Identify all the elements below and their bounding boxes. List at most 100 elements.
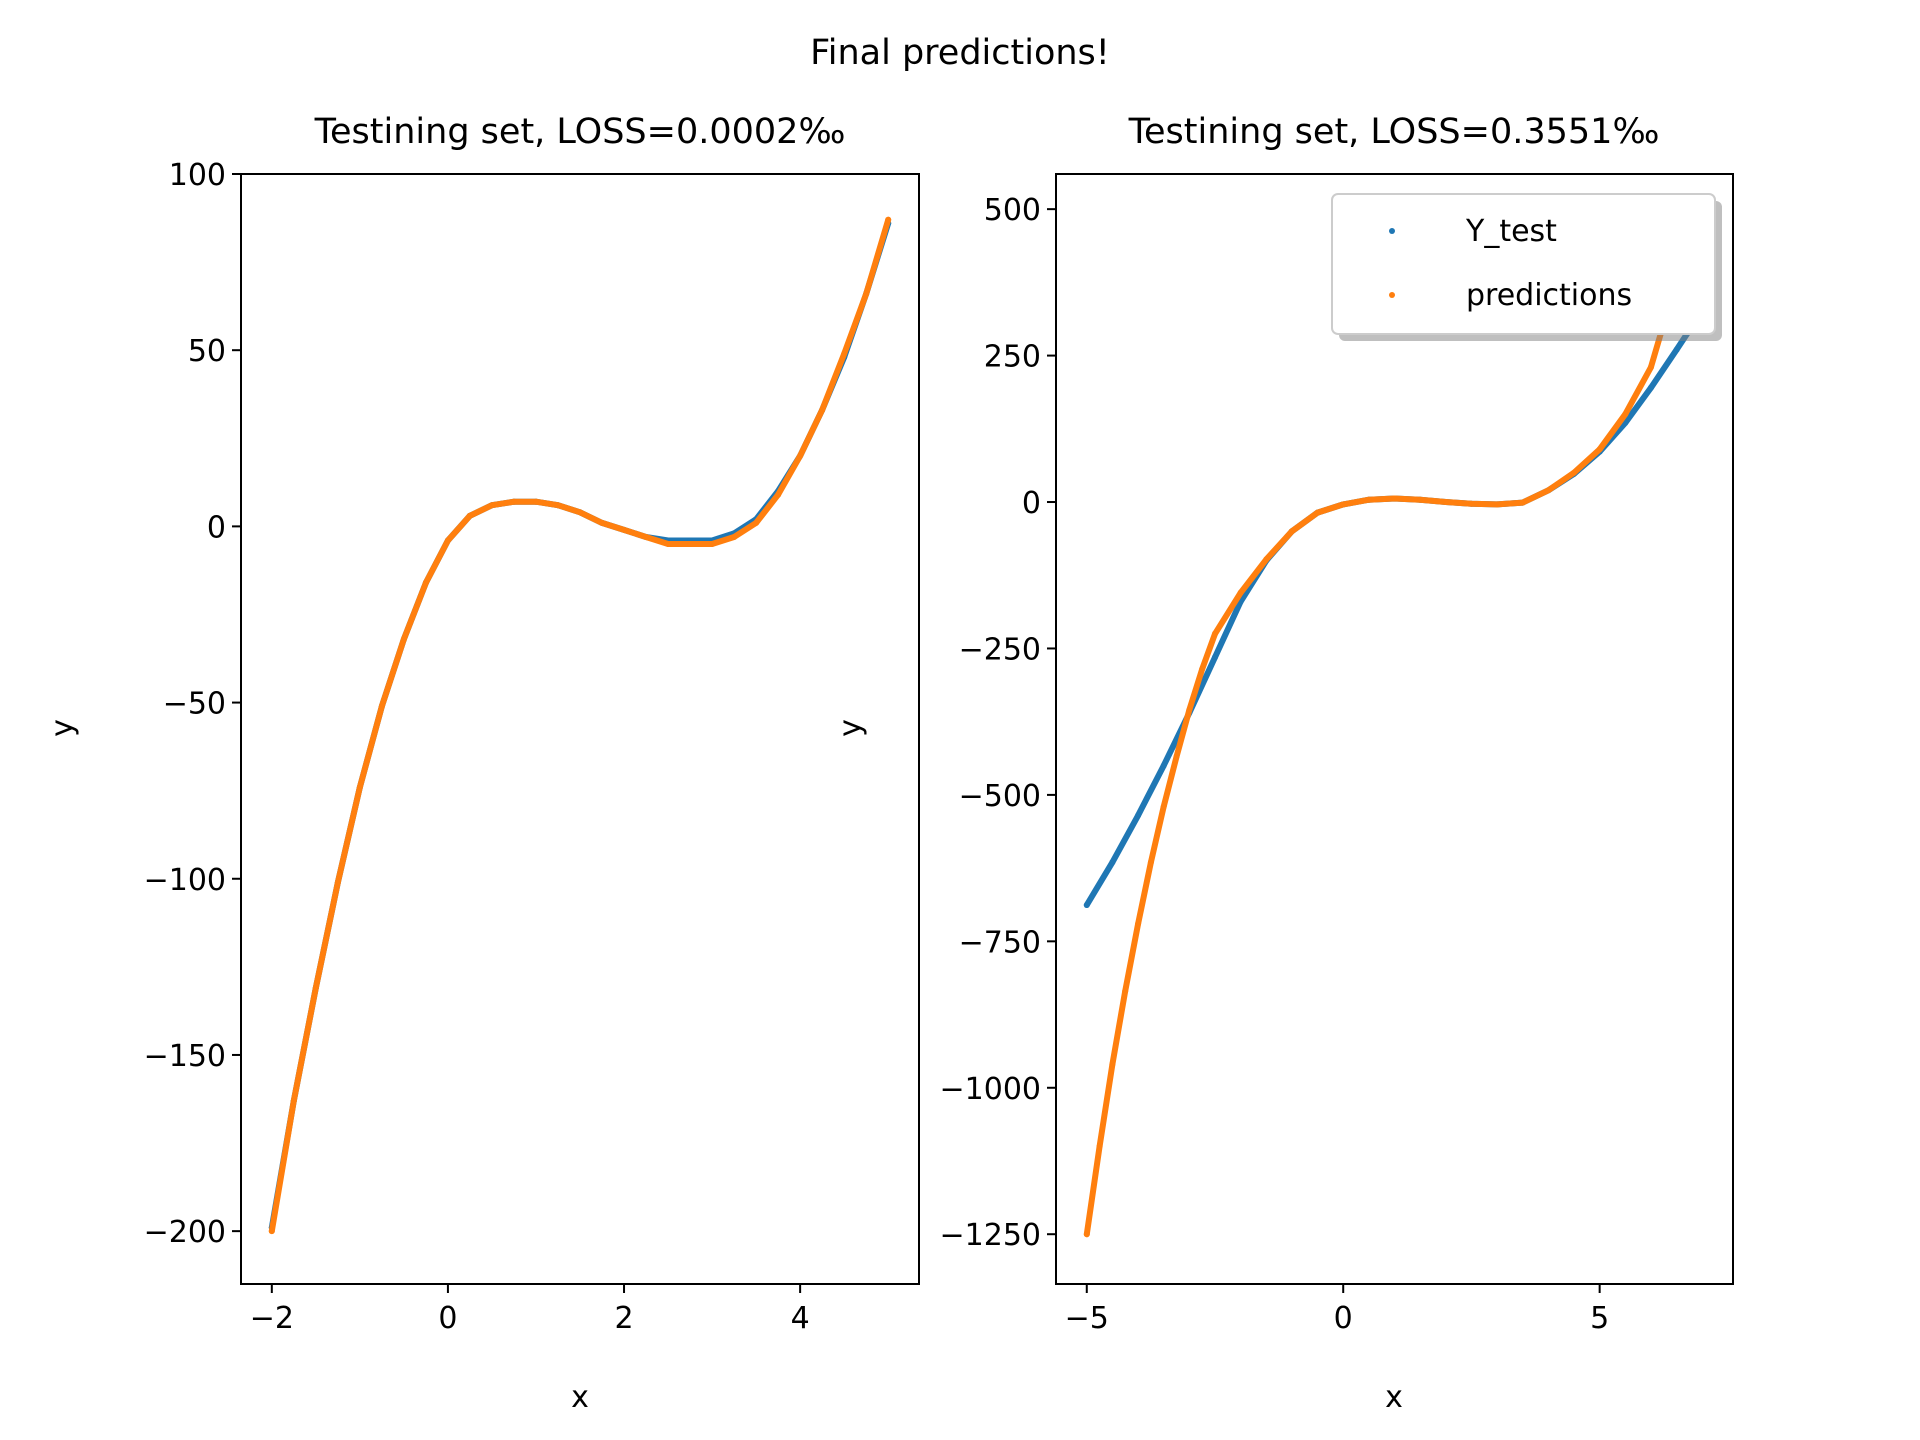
- series-1-point: [797, 452, 804, 459]
- series-1-point: [1096, 1143, 1103, 1150]
- y-tick-label: 0: [207, 510, 226, 545]
- series-1-point: [466, 512, 473, 519]
- series-1-point: [1365, 496, 1372, 503]
- y-tick-label: −100: [144, 863, 226, 898]
- right-subplot-frame: [1055, 173, 1734, 1285]
- left-subplot-ticks: −2 0 2 4 100 50 0 −50 −100 −150 −200: [144, 158, 810, 1336]
- series-1-point: [621, 526, 627, 533]
- series-1-point: [687, 541, 694, 547]
- left-subplot-title: Testining set, LOSS=0.0002‰: [314, 112, 846, 152]
- left-subplot-ylabel: y: [45, 719, 80, 737]
- y-tick-label: −150: [144, 1039, 226, 1074]
- series-1-point: [1647, 364, 1654, 371]
- series-1-point: [1442, 499, 1449, 505]
- series-1-point: [555, 502, 561, 509]
- series-1-point: [1135, 920, 1142, 927]
- series-1-point: [1417, 496, 1424, 503]
- figure-suptitle: Final predictions!: [810, 33, 1110, 73]
- y-tick-label: 50: [188, 334, 226, 369]
- y-tick-label: −1000: [940, 1072, 1041, 1107]
- series-1-point: [577, 509, 583, 516]
- series-0-point: [1083, 902, 1090, 908]
- y-tick-label: −500: [959, 779, 1041, 814]
- series-1-point: [1122, 988, 1129, 995]
- series-1-point: [1212, 630, 1218, 637]
- x-tick-label: −5: [1065, 1301, 1109, 1336]
- series-1-point: [1340, 501, 1347, 508]
- x-tick-label: 4: [791, 1301, 810, 1336]
- series-1-point: [1622, 411, 1629, 418]
- left-subplot-xlabel: x: [571, 1380, 589, 1415]
- legend-label-y-test: Y_test: [1465, 214, 1557, 249]
- right-subplot-ylabel: y: [833, 719, 868, 737]
- series-1-point: [312, 985, 319, 991]
- y-tick-label: 0: [1022, 486, 1041, 521]
- series-0-point: [1212, 654, 1218, 661]
- series-1-point: [533, 498, 539, 505]
- left-subplot: Testining set, LOSS=0.0002‰ x y −2 0 2 4 100…: [45, 112, 920, 1415]
- series-1-point: [488, 502, 495, 509]
- series-1-point: [819, 407, 826, 414]
- series-1-point: [1083, 1231, 1090, 1238]
- series-1-point: [643, 534, 649, 540]
- right-subplot: Testining set, LOSS=0.3551‰ x y −5 0 5 500 2…: [833, 112, 1734, 1415]
- x-tick-label: 2: [614, 1301, 633, 1336]
- series-1-point: [731, 534, 738, 540]
- series-1-point: [1173, 753, 1180, 760]
- series-1-point: [753, 519, 760, 526]
- series-1-point: [1468, 500, 1475, 507]
- y-tick-label: −1250: [940, 1218, 1041, 1253]
- series-0-point: [1622, 419, 1629, 426]
- left-subplot-marks: [268, 216, 892, 1235]
- x-tick-label: 0: [438, 1301, 457, 1336]
- series-1-point: [1199, 666, 1206, 672]
- series-1-point: [1596, 446, 1603, 453]
- x-tick-label: −2: [250, 1301, 294, 1336]
- series-1-point: [775, 491, 782, 498]
- series-1-point: [290, 1097, 297, 1104]
- right-subplot-ticks: −5 0 5 500 250 0 −250 −500 −750 −1000 −1250: [940, 193, 1610, 1336]
- legend-label-predictions: predictions: [1466, 278, 1632, 313]
- y-tick-label: 100: [169, 158, 226, 193]
- series-1-point: [1314, 509, 1321, 516]
- series-1-point: [1160, 803, 1167, 810]
- series-1-point: [665, 541, 672, 547]
- series-1-point: [356, 784, 363, 791]
- series-0-point: [1160, 762, 1167, 769]
- series-0-point: [1135, 812, 1142, 819]
- series-1-point: [1109, 1061, 1116, 1068]
- series-1-point: [1263, 556, 1270, 563]
- left-subplot-frame: [240, 173, 920, 1285]
- y-tick-label: 500: [984, 193, 1041, 228]
- series-1-point: [1147, 859, 1154, 866]
- right-subplot-title: Testining set, LOSS=0.3551‰: [1128, 112, 1660, 152]
- series-1-point: [885, 216, 892, 223]
- x-tick-label: 0: [1334, 1301, 1353, 1336]
- series-1-point: [378, 703, 385, 710]
- y-tick-label: −50: [163, 687, 226, 722]
- right-subplot-marks: [1083, 323, 1695, 1238]
- legend-box: [1331, 193, 1716, 335]
- series-1-point: [334, 879, 341, 886]
- y-tick-label: 250: [984, 340, 1041, 375]
- legend-marker-predictions: [1389, 292, 1395, 298]
- series-1-point: [841, 350, 848, 357]
- legend-marker-y-test: [1389, 228, 1395, 234]
- series-1-point: [511, 498, 517, 505]
- series-1-point: [1391, 495, 1398, 502]
- series-0-point: [1647, 384, 1654, 391]
- series-1-point: [268, 1228, 275, 1235]
- series-1-point: [422, 579, 429, 586]
- series-1-point: [863, 290, 870, 297]
- series-1-point: [1494, 501, 1501, 508]
- series-1-point: [599, 519, 605, 526]
- series-1-point: [1186, 707, 1193, 713]
- series-1-point: [1545, 487, 1552, 494]
- series-0-point: [1109, 859, 1116, 866]
- y-tick-label: −750: [959, 925, 1041, 960]
- right-subplot-xlabel: x: [1385, 1380, 1403, 1415]
- series-0-point: [1673, 346, 1680, 353]
- series-1-point: [1519, 499, 1526, 506]
- legend: Y_test predictions: [1331, 193, 1722, 341]
